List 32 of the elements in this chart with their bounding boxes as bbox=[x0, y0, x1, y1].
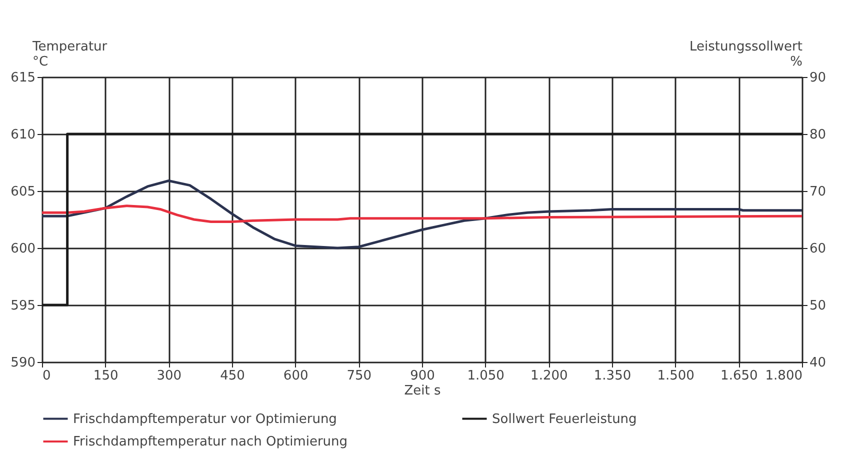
y-tick-label: 610 bbox=[10, 128, 36, 142]
y-tick-label: 600 bbox=[10, 242, 36, 256]
legend-label: Frischdampftemperatur nach Optimierung bbox=[73, 434, 348, 450]
legend-label: Frischdampftemperatur vor Optimierung bbox=[73, 412, 337, 427]
x-tick-label: 1.800 bbox=[765, 368, 802, 384]
y2-tick-label: 90 bbox=[810, 70, 826, 86]
y-tick-label: 605 bbox=[10, 184, 36, 200]
x-axis-title: Zeit s bbox=[404, 384, 441, 398]
x-tick-label: 1.650 bbox=[720, 368, 758, 384]
x-tick-label: 1.350 bbox=[594, 368, 632, 384]
y-tick-label: 615 bbox=[10, 70, 36, 86]
y2-tick-label: 40 bbox=[810, 356, 826, 370]
y-axis-title: Temperatur °C bbox=[32, 40, 108, 70]
x-tick-label: 1.200 bbox=[530, 368, 568, 384]
x-tick-label: 600 bbox=[283, 368, 308, 384]
x-tick-label: 450 bbox=[220, 368, 245, 384]
y2-tick-label: 50 bbox=[810, 298, 826, 314]
y2-axis-title: Leistungssollwert % bbox=[689, 40, 802, 70]
legend-label: Sollwert Feuerleistung bbox=[492, 412, 637, 427]
y2-tick-label: 60 bbox=[810, 242, 826, 256]
x-tick-label: 1.050 bbox=[467, 368, 504, 384]
x-tick-label: 750 bbox=[346, 368, 372, 384]
line-series bbox=[40, 204, 804, 224]
y-tick-label: 595 bbox=[10, 298, 36, 314]
y2-tick-label: 80 bbox=[810, 128, 826, 142]
x-tick-label: 900 bbox=[410, 368, 435, 384]
x-tick-label: 1.500 bbox=[657, 368, 694, 384]
x-tick-label: 150 bbox=[93, 368, 118, 384]
y-tick-label: 590 bbox=[10, 356, 36, 370]
x-tick-label: 300 bbox=[156, 368, 182, 384]
y2-tick-label: 70 bbox=[810, 184, 826, 200]
x-tick-label: 0 bbox=[42, 368, 51, 384]
